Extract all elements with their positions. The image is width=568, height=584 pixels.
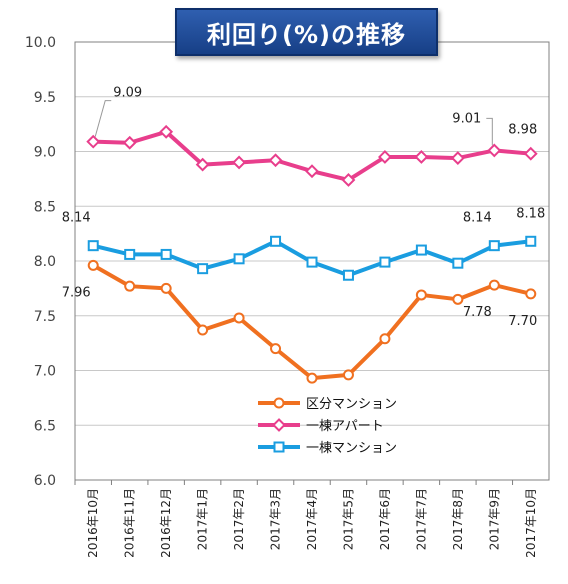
data-point-diamond: [341, 173, 356, 187]
legend-marker: [273, 397, 285, 409]
y-tick-label: 7.5: [34, 309, 56, 325]
x-tick-label: 2017年8月: [451, 488, 465, 550]
y-tick-label: 9.0: [34, 145, 56, 161]
data-label: 8.14: [463, 211, 492, 226]
series-group: [86, 124, 538, 384]
y-tick-label: 7.0: [34, 364, 56, 380]
data-point-diamond: [378, 150, 392, 164]
data-point-diamond: [414, 150, 429, 164]
legend-label: 一棟マンション: [306, 441, 397, 456]
data-point-diamond: [523, 146, 538, 161]
y-tick-label: 6.0: [34, 473, 56, 489]
leader-line: [486, 117, 493, 146]
data-point-square: [379, 256, 391, 268]
data-point-square: [525, 235, 537, 247]
data-label: 8.14: [62, 211, 91, 226]
data-point-circle: [197, 324, 209, 336]
x-tick-label: 2017年9月: [487, 488, 501, 550]
data-point-square: [488, 240, 500, 252]
leader-line: [94, 100, 112, 137]
x-tick-label: 2017年5月: [341, 488, 355, 550]
data-point-diamond: [487, 143, 502, 158]
data-point-diamond: [232, 155, 246, 170]
legend-label: 一棟アパート: [306, 419, 384, 434]
data-point-circle: [379, 333, 391, 345]
x-tick-label: 2016年11月: [123, 488, 137, 558]
data-label: 8.98: [508, 123, 537, 138]
x-tick-label: 2017年10月: [524, 488, 538, 558]
data-label: 9.09: [113, 86, 142, 101]
chart-title: 利回り(%)の推移: [175, 8, 438, 56]
data-point-square: [233, 253, 245, 265]
series-line-1: [91, 263, 533, 381]
data-point-circle: [342, 369, 354, 381]
data-point-diamond: [122, 135, 137, 150]
data-point-square: [342, 269, 354, 281]
y-tick-label: 8.0: [34, 254, 56, 270]
data-point-square: [197, 263, 209, 275]
x-tick-label: 2017年1月: [196, 488, 210, 550]
x-tick-label: 2017年7月: [414, 488, 428, 550]
legend-label: 区分マンション: [306, 397, 397, 412]
x-tick-label: 2017年3月: [269, 488, 283, 550]
data-point-diamond: [195, 157, 210, 172]
legend-marker: [273, 441, 285, 453]
data-point-diamond: [86, 134, 101, 149]
data-point-circle: [488, 279, 500, 291]
y-tick-label: 6.5: [34, 418, 56, 434]
y-axis-ticks: 6.0 6.5 7.0 7.5 8.0 8.5 9.0 9.5 10.0: [25, 35, 56, 489]
data-label: 7.78: [463, 305, 492, 320]
data-point-diamond: [159, 124, 174, 139]
data-point-circle: [306, 372, 318, 384]
y-tick-label: 8.5: [34, 199, 56, 215]
data-point-circle: [415, 289, 427, 301]
data-point-square: [160, 248, 172, 260]
data-point-square: [452, 257, 464, 269]
data-point-circle: [87, 259, 99, 271]
data-point-diamond: [305, 164, 319, 179]
data-point-circle: [452, 293, 464, 305]
data-point-square: [124, 248, 136, 260]
data-point-square: [306, 256, 318, 268]
x-tick-label: 2017年2月: [232, 488, 246, 550]
data-point-square: [87, 240, 99, 252]
data-point-square: [415, 244, 427, 256]
data-label: 7.96: [62, 285, 91, 300]
data-point-circle: [124, 280, 136, 292]
data-point-diamond: [268, 153, 283, 168]
data-point-diamond: [450, 151, 465, 165]
x-tick-label: 2017年4月: [305, 488, 319, 550]
x-tick-label: 2016年10月: [86, 488, 100, 558]
x-tick-label: 2017年6月: [378, 488, 392, 550]
data-point-circle: [270, 343, 282, 355]
data-label: 9.01: [452, 111, 481, 126]
x-axis-ticks: 2016年10月 2016年11月 2016年12月 2017年1月 2017年2月 20…: [74, 480, 538, 558]
y-tick-label: 9.5: [34, 90, 56, 106]
data-point-circle: [525, 288, 537, 300]
legend-marker: [272, 418, 286, 432]
data-label: 8.18: [516, 206, 545, 221]
data-point-circle: [160, 282, 172, 294]
data-label: 7.70: [508, 314, 537, 329]
x-tick-label: 2016年12月: [159, 488, 173, 558]
data-point-circle: [233, 312, 245, 324]
data-point-square: [270, 235, 282, 247]
y-tick-label: 10.0: [25, 35, 56, 51]
data-labels: 9.09 9.01 8.98 8.14 8.14 8.18 7.96 7.78 7.70: [62, 86, 545, 329]
